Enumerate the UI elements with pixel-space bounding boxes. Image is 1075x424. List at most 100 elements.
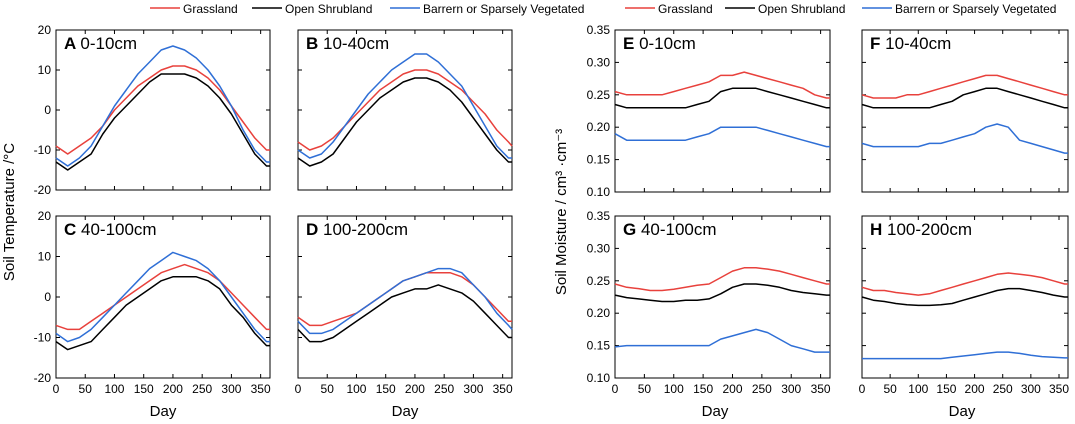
series-line-grassland: [861, 272, 1068, 296]
panel-depth: 100-200cm: [323, 220, 408, 239]
series-line-open-shrubland: [297, 77, 512, 167]
x-tick-label: 350: [493, 382, 513, 396]
y-tick-label: -20: [34, 371, 52, 385]
x-tick-label: 250: [752, 382, 772, 396]
x-tick-label: 200: [405, 382, 425, 396]
x-tick-label: 200: [722, 382, 742, 396]
x-tick-label: 300: [781, 382, 801, 396]
panel-depth: 10-40cm: [323, 34, 389, 53]
y-tick-label: 10: [38, 63, 52, 77]
y-tick-label: 0: [44, 103, 51, 117]
panel-title: D 100-200cm: [306, 220, 408, 239]
panel-f: F 10-40cm: [861, 29, 1069, 193]
series-line-grassland: [614, 267, 830, 292]
panel-title: A 0-10cm: [64, 34, 137, 53]
series-line-open-shrubland: [297, 284, 512, 343]
panel-depth: 100-200cm: [887, 220, 972, 239]
y-tick-label: 0: [44, 290, 51, 304]
panel-letter: E: [623, 34, 639, 53]
series-line-barrern-or-sparsely-vegetated: [297, 53, 512, 159]
x-tick-label: 50: [638, 382, 652, 396]
x-tick-label: 0: [859, 382, 866, 396]
panel-letter: A: [64, 34, 80, 53]
panel-title: H 100-200cm: [870, 220, 972, 239]
legend-left: Grassland Open Shrubland Barrern or Spar…: [150, 2, 584, 16]
panel-letter: G: [623, 220, 641, 239]
series-line-grassland: [861, 74, 1068, 99]
x-tick-label: 150: [134, 382, 154, 396]
plot-frame: [55, 29, 271, 191]
x-tick-label: 250: [434, 382, 454, 396]
x-axis-title-4: Day: [949, 403, 976, 420]
y-tick-label: 10: [38, 250, 52, 264]
y-tick-label: -10: [34, 143, 52, 157]
panel-d: 0 50 100 150 200 250 300 350 D 100-200cm: [295, 215, 513, 396]
series-line-grassland: [614, 71, 830, 99]
legend-label-grassland: Grassland: [183, 2, 238, 16]
panel-h: 0 50 100 150 200 250 300 350 H 100-200cm: [859, 215, 1069, 396]
x-tick-label: 50: [321, 382, 335, 396]
y-tick-label: 0.20: [587, 120, 611, 134]
panel-a: -20 -10 0 10 20 A 0-10cm: [34, 23, 271, 197]
panel-title: C 40-100cm: [64, 220, 157, 239]
x-tick-label: 350: [811, 382, 831, 396]
panel-letter: F: [870, 34, 885, 53]
series-line-open-shrubland: [861, 87, 1068, 109]
x-axis-title-2: Day: [392, 403, 419, 420]
y-tick-label: 0.10: [587, 371, 611, 385]
y-tick-label: 0.30: [587, 55, 611, 69]
x-axis-title-3: Day: [702, 403, 729, 420]
y-tick-label: 20: [38, 209, 52, 223]
y-tick-label: 0.15: [587, 153, 611, 167]
panel-title: B 10-40cm: [306, 34, 389, 53]
series-line-grassland: [55, 263, 270, 331]
panel-depth: 40-100cm: [641, 220, 717, 239]
x-tick-label: 0: [295, 382, 302, 396]
plot-frame: [55, 215, 271, 379]
series-line-barrern-or-sparsely-vegetated: [861, 123, 1068, 154]
x-tick-label: 50: [79, 382, 93, 396]
series-line-barrern-or-sparsely-vegetated: [55, 251, 270, 343]
plot-frame: [861, 215, 1069, 379]
x-tick-label: 300: [463, 382, 483, 396]
x-tick-label: 150: [936, 382, 956, 396]
x-tick-label: 100: [664, 382, 684, 396]
x-tick-label: 250: [192, 382, 212, 396]
series-line-barrern-or-sparsely-vegetated: [55, 45, 270, 167]
x-tick-label: 200: [965, 382, 985, 396]
y-tick-label: 0.15: [587, 339, 611, 353]
x-tick-label: 200: [163, 382, 183, 396]
panel-title: F 10-40cm: [870, 34, 951, 53]
plot-frame: [297, 29, 513, 191]
y-tick-label: 0.35: [587, 209, 611, 223]
x-tick-label: 350: [251, 382, 271, 396]
legend-label-open-shrubland: Open Shrubland: [285, 2, 372, 16]
x-tick-label: 0: [53, 382, 60, 396]
legend-label-barren: Barrern or Sparsely Vegetated: [423, 2, 584, 16]
series-line-barrern-or-sparsely-vegetated: [862, 351, 1068, 360]
x-tick-label: 350: [1049, 382, 1069, 396]
x-tick-label: 300: [221, 382, 241, 396]
x-tick-label: 50: [883, 382, 897, 396]
series-line-open-shrubland: [614, 283, 830, 303]
x-tick-label: 150: [376, 382, 396, 396]
x-tick-label: 250: [993, 382, 1013, 396]
x-tick-label: 100: [346, 382, 366, 396]
y-tick-label: 20: [38, 23, 52, 37]
legend-right: Grassland Open Shrubland Barrern or Spar…: [625, 2, 1056, 16]
y-tick-label: 0.10: [587, 185, 611, 199]
series-line-open-shrubland: [614, 87, 830, 109]
series-line-open-shrubland: [55, 276, 270, 351]
plot-frame: [861, 29, 1069, 193]
plot-frame: [297, 215, 513, 379]
y-tick-label: 0.35: [587, 23, 611, 37]
panel-letter: D: [306, 220, 323, 239]
y-tick-label: 0.30: [587, 241, 611, 255]
series-line-grassland: [297, 69, 513, 151]
panel-e: 0.10 0.15 0.20 0.25 0.30 0.35 E 0-10cm: [587, 23, 831, 199]
panel-depth: 0-10cm: [639, 34, 696, 53]
panel-title: G 40-100cm: [623, 220, 717, 239]
left-y-axis-title: Soil Temperature /°C: [1, 143, 18, 281]
